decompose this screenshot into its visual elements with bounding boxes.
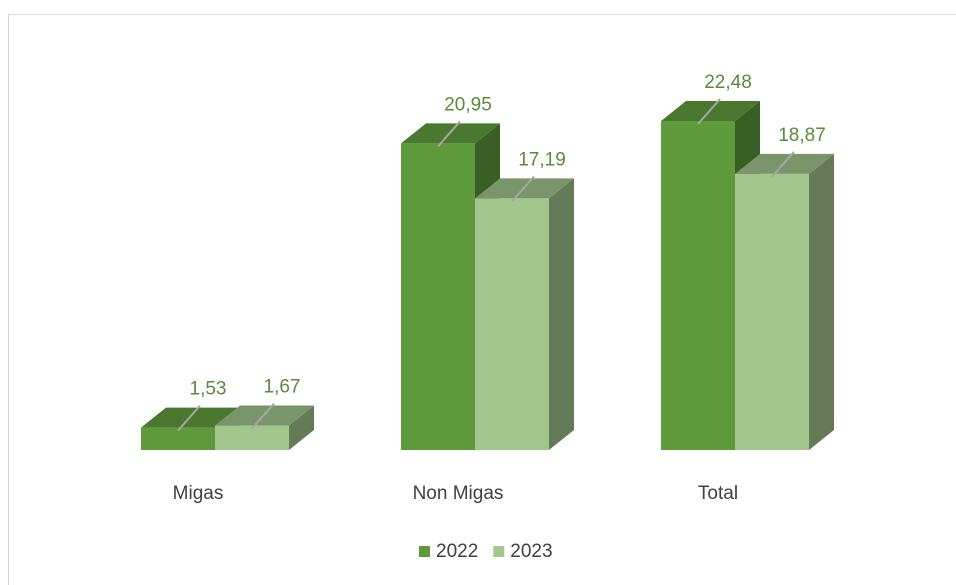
value-label: 22,48	[704, 72, 752, 93]
value-label: 1,67	[264, 377, 301, 398]
bar-side	[809, 153, 834, 450]
legend-label: 2022	[436, 541, 478, 562]
x-tick-label: Total	[698, 483, 738, 504]
bar	[215, 425, 289, 450]
legend-label: 2023	[510, 541, 552, 562]
label-leader	[697, 98, 721, 125]
label-leader	[771, 151, 795, 178]
label-leader	[511, 175, 535, 203]
bar	[735, 173, 809, 450]
legend-swatch	[419, 546, 430, 557]
label-leader	[251, 402, 275, 430]
x-tick-label: Migas	[173, 483, 224, 504]
label-leader	[177, 404, 201, 432]
value-label: 20,95	[444, 94, 492, 115]
bar	[661, 121, 735, 450]
bar	[401, 143, 475, 450]
bar	[475, 198, 549, 450]
bar-side	[289, 405, 314, 450]
bar	[141, 427, 215, 450]
bar-side	[549, 178, 574, 450]
x-tick-label: Non Migas	[413, 483, 504, 504]
value-label: 17,19	[518, 149, 566, 170]
value-label: 1,53	[190, 379, 227, 400]
label-leader	[437, 120, 461, 148]
legend-swatch	[493, 546, 505, 557]
value-label: 18,87	[778, 125, 826, 146]
